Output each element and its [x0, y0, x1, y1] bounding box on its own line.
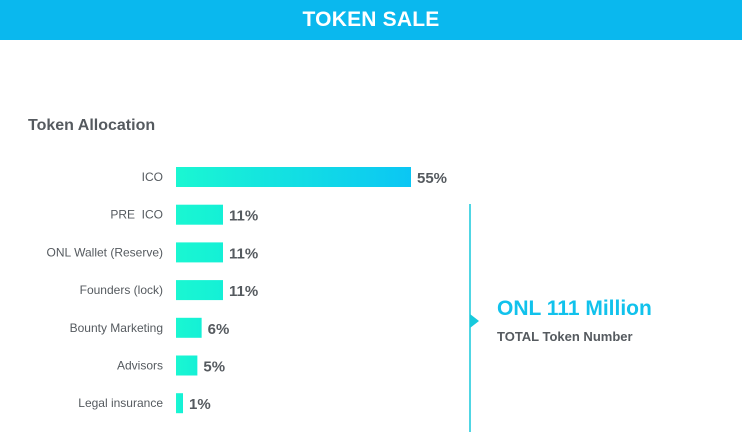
category-label: ICO — [142, 170, 163, 184]
bars-group: ICO 55% PRE ICO 11% ONL Wallet (Reserve) 11% F… — [47, 167, 448, 413]
value-label: 6% — [208, 321, 230, 338]
value-label: 1% — [189, 396, 211, 413]
bar — [176, 356, 197, 376]
summary-pointer-icon — [470, 314, 479, 328]
value-label: 11% — [229, 208, 258, 225]
bar — [176, 242, 223, 262]
value-label: 55% — [417, 170, 447, 187]
bar — [176, 318, 202, 338]
category-label: Advisors — [117, 359, 163, 373]
category-label: Founders (lock) — [80, 283, 163, 297]
summary-value: ONL 111 Million — [497, 297, 652, 321]
category-label: Bounty Marketing — [70, 321, 163, 335]
bar — [176, 205, 223, 225]
value-label: 5% — [203, 359, 225, 376]
category-label: PRE ICO — [110, 208, 163, 222]
value-label: 11% — [229, 283, 258, 300]
bar — [176, 393, 183, 413]
value-label: 11% — [229, 245, 258, 262]
bar — [176, 167, 411, 187]
bar — [176, 280, 223, 300]
category-label: Legal insurance — [78, 396, 163, 410]
category-label: ONL Wallet (Reserve) — [47, 245, 163, 259]
summary-label: TOTAL Token Number — [497, 329, 633, 344]
